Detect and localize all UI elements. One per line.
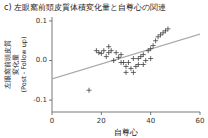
scatter-point	[148, 56, 153, 61]
scatter-point	[153, 38, 158, 43]
plot-area	[52, 26, 200, 92]
scatter-point	[128, 66, 133, 71]
scatter-point	[124, 70, 129, 75]
scatter-point	[114, 50, 119, 55]
x-tick	[52, 112, 53, 115]
scatter-point	[121, 60, 126, 65]
scatter-point	[165, 26, 170, 31]
scatter-point	[101, 48, 106, 53]
y-tick	[49, 100, 52, 101]
scatter-point	[131, 56, 136, 61]
x-axis-label: 自尊心	[114, 128, 138, 137]
scatter-point	[151, 43, 156, 48]
scatter-point	[124, 64, 129, 69]
y-tick-label: 0.1	[36, 17, 47, 25]
scatter-point	[141, 52, 146, 57]
chart: c) 左眼窩前頭皮質体積変化量と自尊心の関連 -0.1 0.0 0.1 0 20 40 60 自…	[0, 0, 208, 138]
scatter-point	[96, 50, 101, 55]
y-tick-label: -0.1	[33, 96, 47, 104]
scatter-point	[136, 62, 141, 67]
x-tick-label: 60	[196, 117, 205, 125]
y-tick-label: 0.0	[36, 56, 47, 64]
scatter-point	[99, 51, 104, 56]
x-tick-label: 20	[97, 117, 106, 125]
scatter-point	[148, 46, 153, 51]
x-tick	[101, 112, 102, 115]
scatter-point	[119, 52, 124, 57]
scatter-point	[109, 48, 114, 53]
scatter-point	[116, 55, 121, 60]
x-axis-line	[52, 112, 200, 113]
y-axis-line	[52, 17, 53, 112]
y-tick	[49, 20, 52, 21]
regression-line	[52, 34, 200, 79]
scatter-point	[111, 58, 116, 63]
y-axis-label: 左眼窩前頭皮質	[4, 40, 12, 89]
scatter-point	[141, 62, 146, 67]
x-tick-label: 0	[50, 117, 54, 125]
scatter-point	[104, 54, 109, 59]
x-tick	[200, 112, 201, 115]
y-axis-label: 変化量	[12, 54, 20, 75]
scatter-point	[106, 44, 111, 49]
scatter-point	[143, 58, 148, 63]
x-tick-label: 40	[146, 117, 155, 125]
title: c) 左眼窩前頭皮質体積変化量と自尊心の関連	[4, 3, 166, 12]
scatter-point	[126, 60, 131, 65]
scatter-point	[131, 70, 136, 75]
x-tick	[150, 112, 151, 115]
y-tick	[49, 60, 52, 61]
y-axis-label: (Post - Follow up)	[20, 37, 28, 93]
scatter-point	[87, 88, 92, 93]
